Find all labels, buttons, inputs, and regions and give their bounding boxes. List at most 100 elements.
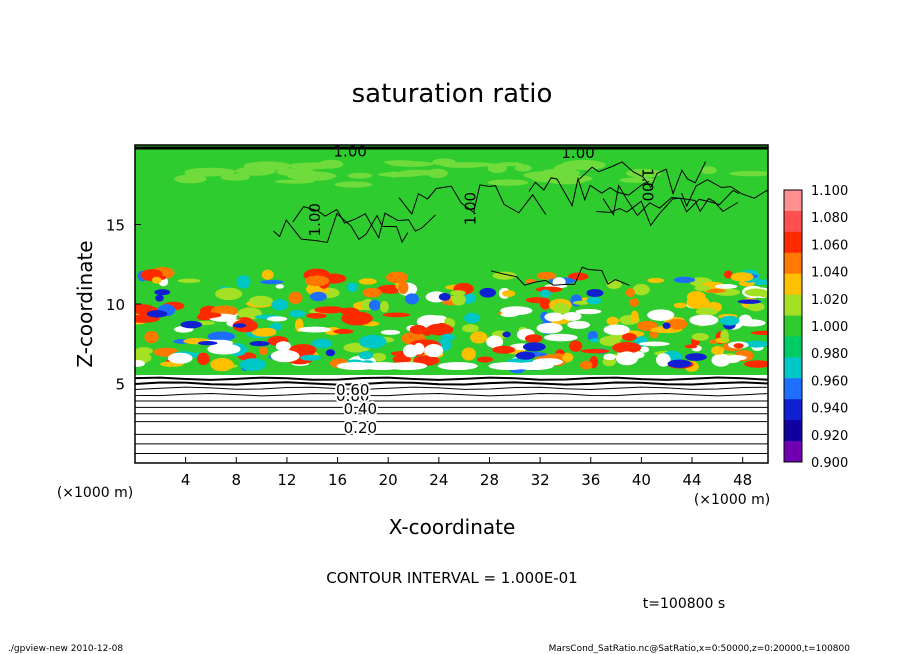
field-patch [438, 292, 451, 301]
colorbar-swatch [784, 190, 802, 212]
contour-line [273, 212, 409, 244]
plot-area: 1.00 1.00 1.00 1.00 1.00 0.800.600.400.20 [135, 145, 768, 463]
field-patch [694, 285, 711, 291]
field-patch [539, 289, 551, 298]
y-axis-ticks: 5 10 15 [106, 217, 141, 394]
field-patch [239, 358, 267, 371]
field-patch [431, 315, 447, 321]
field-patch [358, 278, 377, 285]
field-patch [154, 289, 171, 296]
field-patch [711, 345, 725, 355]
field-patch [249, 340, 270, 347]
field-patch [562, 352, 574, 363]
field-patch [261, 269, 274, 280]
field-patch [625, 288, 635, 298]
colorbar-label: 0.980 [811, 347, 848, 362]
field-patch [567, 320, 591, 329]
field-patch [334, 181, 373, 188]
field-patch [380, 329, 401, 335]
field-patch [275, 341, 291, 352]
field-patch [730, 272, 754, 282]
x-units-left: (×1000 m) [57, 485, 133, 501]
field-patch [362, 287, 382, 298]
field-patch [750, 330, 768, 335]
x-tick-label: 36 [581, 471, 600, 489]
field-patch [495, 162, 523, 167]
contour-line [292, 206, 436, 240]
contour-line [135, 386, 768, 390]
field-patch [398, 280, 409, 295]
field-patch [207, 343, 241, 355]
field-patch [151, 276, 162, 284]
field-patch [502, 331, 511, 338]
field-patch [300, 175, 332, 181]
colorbar-label: 0.960 [811, 374, 848, 389]
field-patch [536, 322, 563, 334]
field-patch [422, 327, 433, 336]
field-patch [705, 288, 726, 293]
colorbar-swatch [784, 294, 802, 317]
field-patch [714, 284, 738, 289]
field-patch [719, 315, 740, 326]
field-patch [358, 334, 387, 349]
field-patch [524, 278, 537, 284]
field-patch [639, 346, 650, 353]
colorbar-swatch [784, 231, 802, 254]
field-patch [232, 323, 247, 328]
field-patch [695, 307, 718, 316]
x-axis-label: X-coordinate [389, 515, 516, 539]
field-patch [275, 284, 285, 289]
field-patch [629, 298, 639, 307]
contour-label: 1.00 [461, 192, 479, 225]
field-patch [248, 295, 274, 307]
field-patch [325, 349, 336, 357]
field-patch [603, 324, 630, 336]
field-patch [177, 278, 201, 283]
colorbar-swatch [784, 357, 802, 379]
colorbar-label: 0.900 [811, 456, 848, 471]
chart-title: saturation ratio [352, 79, 553, 109]
field-patch [276, 168, 316, 177]
colorbar-frame [783, 189, 803, 463]
colorbar-swatch [784, 315, 802, 337]
field-patch [440, 333, 455, 341]
field-patch [379, 300, 389, 313]
field-patch [368, 299, 381, 311]
field-patch [144, 330, 159, 344]
field-patch [258, 346, 268, 356]
field-patch [686, 295, 710, 309]
field-patch [630, 310, 639, 323]
field-patch [409, 324, 427, 335]
contour-line [681, 179, 768, 208]
time-label: t=100800 s [643, 596, 725, 612]
field-patch [737, 299, 762, 304]
field-patch [724, 270, 733, 279]
field-patch [184, 167, 236, 176]
field-patch [461, 347, 476, 361]
x-tick-label: 40 [632, 471, 651, 489]
colorbar-swatch [784, 252, 802, 275]
field-patch [632, 283, 650, 296]
contour-line [528, 176, 650, 208]
field-patch [464, 312, 481, 324]
field-patch [197, 312, 216, 319]
field-patch [684, 344, 698, 349]
field-patch [562, 312, 582, 321]
field-patch [270, 349, 300, 363]
field-patch [603, 353, 616, 361]
field-patch [470, 331, 488, 344]
y-tick-label: 15 [106, 217, 125, 235]
field-patch [220, 173, 250, 181]
field-patch [513, 362, 554, 371]
x-tick-label: 32 [531, 471, 550, 489]
field-patch [298, 326, 332, 333]
field-patch [549, 170, 577, 179]
field-patch [477, 356, 494, 363]
x-units-right: (×1000 m) [694, 492, 770, 508]
field-patch [500, 306, 533, 316]
field-patch [580, 348, 610, 354]
contour-line [398, 184, 547, 216]
field-patch [274, 179, 315, 184]
colorbar-label: 1.020 [811, 293, 848, 308]
field-patch [197, 340, 218, 346]
